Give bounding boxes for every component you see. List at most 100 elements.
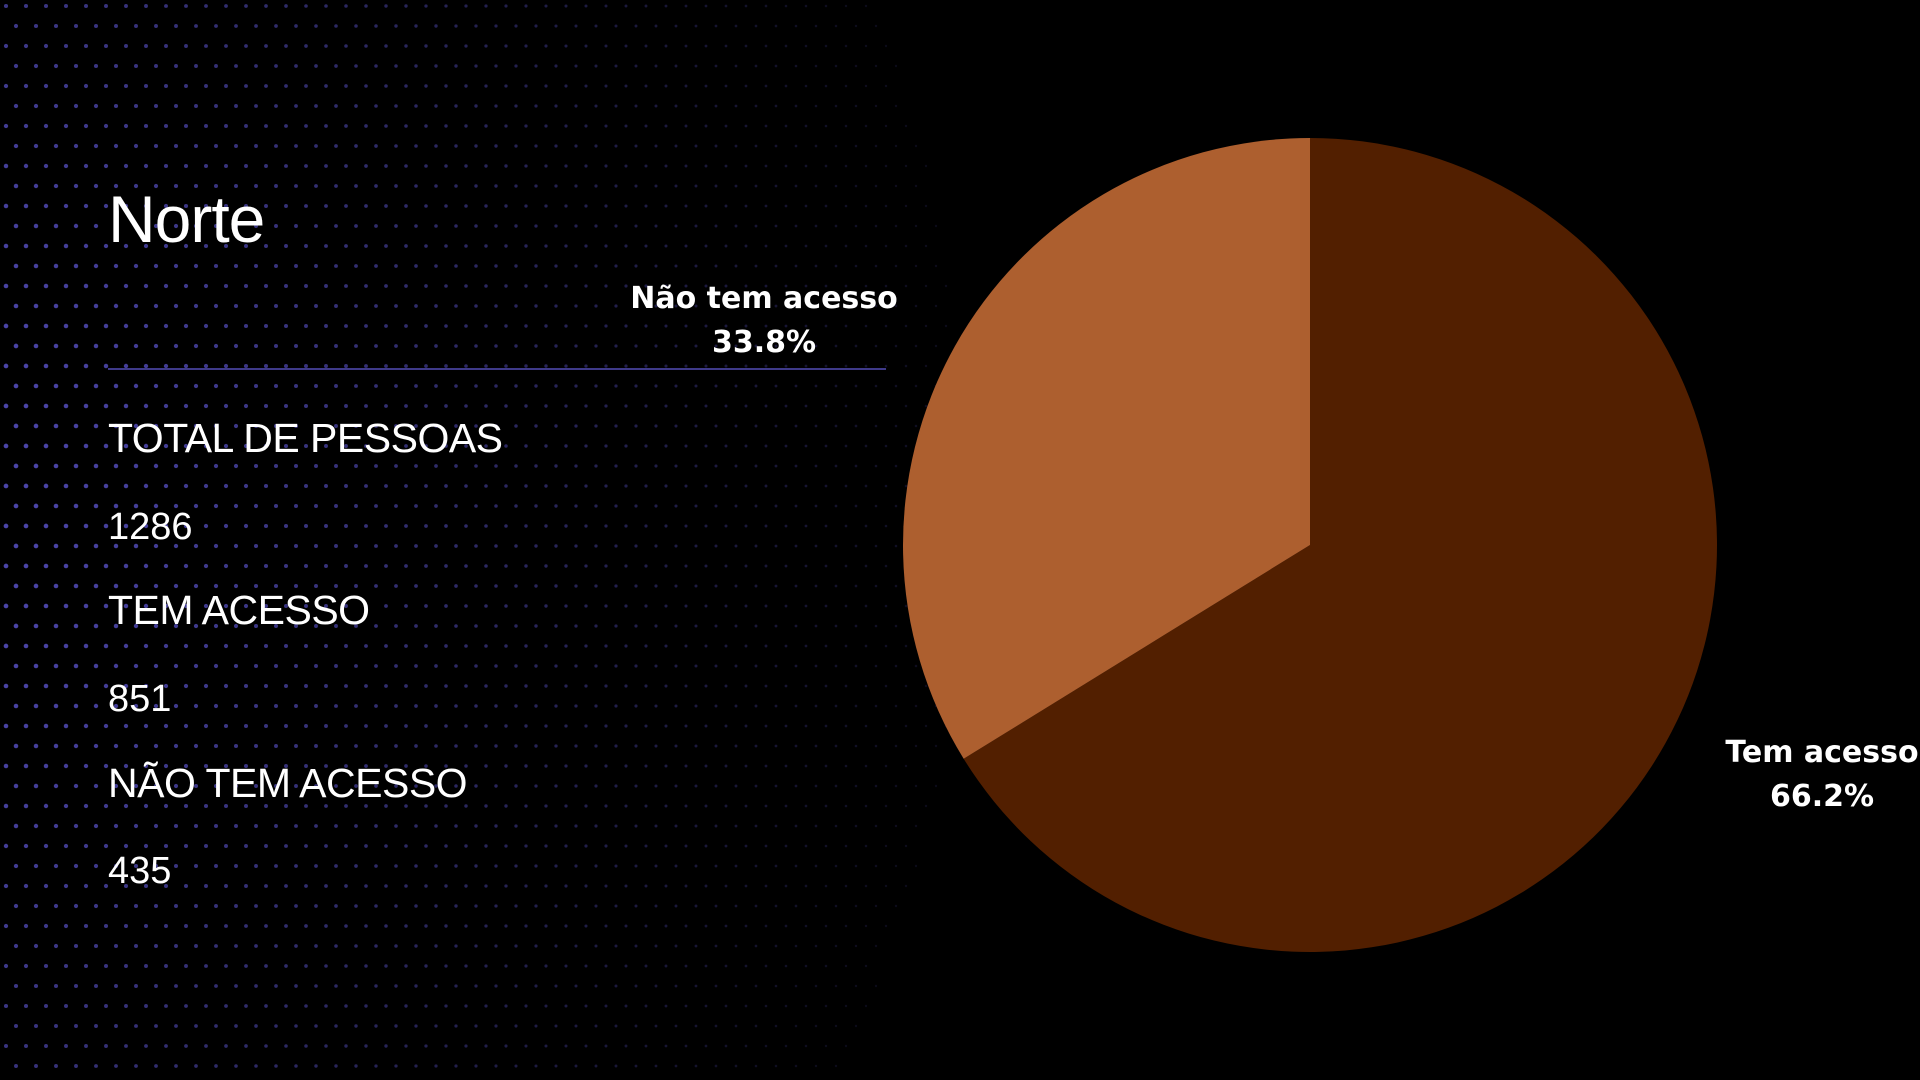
bg-dot bbox=[714, 64, 718, 68]
bg-dot bbox=[834, 344, 838, 348]
bg-dot bbox=[664, 204, 668, 208]
bg-dot bbox=[163, 243, 169, 249]
bg-dot bbox=[154, 64, 158, 68]
bg-dot bbox=[574, 144, 578, 148]
bg-dot bbox=[364, 804, 368, 808]
bg-dot bbox=[384, 84, 388, 88]
bg-dot bbox=[794, 184, 798, 188]
bg-dot bbox=[504, 164, 508, 168]
bg-dot bbox=[163, 683, 169, 689]
bg-dot bbox=[744, 84, 748, 88]
bg-dot bbox=[394, 784, 398, 788]
bg-dot bbox=[133, 383, 139, 389]
bg-dot bbox=[394, 744, 398, 748]
bg-dot bbox=[714, 904, 718, 908]
bg-dot bbox=[794, 904, 798, 908]
bg-dot bbox=[704, 4, 708, 8]
bg-dot bbox=[23, 683, 29, 689]
bg-dot bbox=[854, 184, 858, 188]
bg-dot bbox=[434, 864, 438, 868]
bg-dot bbox=[644, 204, 648, 208]
bg-dot bbox=[243, 243, 249, 249]
bg-dot bbox=[274, 864, 278, 868]
bg-dot bbox=[414, 744, 418, 748]
bg-dot bbox=[634, 384, 638, 388]
bg-dot bbox=[544, 1004, 548, 1008]
bg-dot bbox=[544, 284, 548, 288]
bg-dot bbox=[524, 644, 528, 648]
bg-dot bbox=[634, 1024, 638, 1028]
bg-dot bbox=[33, 1023, 39, 1029]
bg-dot bbox=[684, 524, 688, 528]
bg-dot bbox=[634, 864, 638, 868]
bg-dot bbox=[63, 483, 69, 489]
bg-dot bbox=[524, 1004, 528, 1008]
bg-dot bbox=[594, 224, 598, 228]
bg-dot bbox=[73, 623, 79, 629]
bg-dot bbox=[834, 824, 838, 828]
bg-dot bbox=[143, 723, 149, 729]
bg-dot bbox=[874, 664, 878, 668]
bg-dot bbox=[183, 283, 189, 289]
bg-dot bbox=[123, 683, 129, 689]
bg-dot bbox=[234, 904, 238, 908]
bg-dot bbox=[154, 944, 158, 948]
bg-dot bbox=[143, 483, 149, 489]
bg-dot bbox=[43, 963, 49, 969]
bg-dot bbox=[23, 403, 29, 409]
bg-dot bbox=[203, 603, 209, 609]
bg-dot bbox=[314, 744, 318, 748]
bg-dot bbox=[694, 824, 698, 828]
bg-dot bbox=[664, 724, 668, 728]
bg-dot bbox=[173, 783, 179, 789]
bg-dot bbox=[13, 903, 19, 909]
bg-dot bbox=[364, 404, 368, 408]
bg-dot bbox=[354, 104, 358, 108]
bg-dot bbox=[764, 964, 768, 968]
bg-dot bbox=[824, 524, 828, 528]
bg-dot bbox=[23, 363, 29, 369]
bg-dot bbox=[183, 603, 189, 609]
bg-dot bbox=[253, 423, 259, 429]
bg-dot bbox=[844, 1004, 848, 1008]
bg-dot bbox=[774, 624, 778, 628]
bg-dot bbox=[744, 444, 748, 448]
bg-dot bbox=[844, 604, 848, 608]
bg-dot bbox=[283, 523, 289, 529]
bg-dot bbox=[93, 783, 99, 789]
bg-dot bbox=[344, 404, 348, 408]
bg-dot bbox=[83, 683, 89, 689]
bg-dot bbox=[664, 884, 668, 888]
bg-dot bbox=[864, 564, 868, 568]
bg-dot bbox=[243, 283, 249, 289]
bg-dot bbox=[544, 844, 548, 848]
bg-dot bbox=[293, 543, 299, 549]
bg-dot bbox=[454, 264, 458, 268]
bg-dot bbox=[3, 883, 9, 889]
bg-dot bbox=[784, 164, 788, 168]
bg-dot bbox=[484, 844, 488, 848]
bg-dot bbox=[594, 504, 598, 508]
bg-dot bbox=[134, 984, 138, 988]
bg-dot bbox=[334, 104, 338, 108]
bg-dot bbox=[324, 604, 328, 608]
bg-dot bbox=[324, 404, 328, 408]
bg-dot bbox=[43, 163, 49, 169]
bg-dot bbox=[884, 524, 888, 528]
bg-dot bbox=[914, 384, 918, 388]
bg-dot bbox=[564, 644, 568, 648]
bg-dot bbox=[624, 4, 628, 8]
bg-dot bbox=[834, 464, 838, 468]
bg-dot bbox=[173, 143, 179, 149]
bg-dot bbox=[784, 764, 788, 768]
bg-dot bbox=[564, 44, 568, 48]
bg-dot bbox=[283, 363, 289, 369]
bg-dot bbox=[464, 724, 468, 728]
bg-dot bbox=[684, 964, 688, 968]
bg-dot bbox=[684, 484, 688, 488]
bg-dot bbox=[374, 544, 378, 548]
bg-dot bbox=[73, 943, 79, 949]
bg-dot bbox=[834, 704, 838, 708]
bg-dot bbox=[734, 464, 738, 468]
bg-dot bbox=[93, 623, 99, 629]
